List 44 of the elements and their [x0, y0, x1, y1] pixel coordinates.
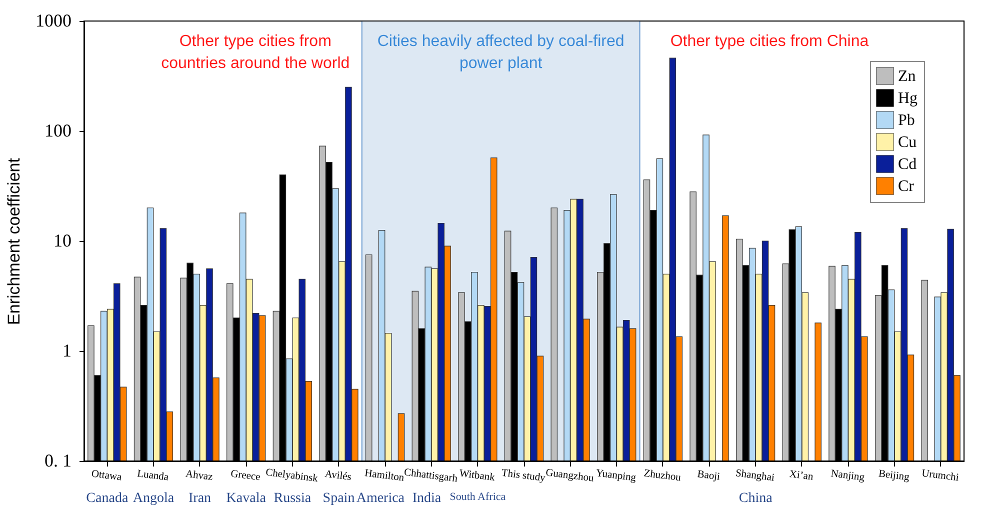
- text: Spain: [322, 491, 355, 506]
- legend-label: Cu: [898, 134, 917, 151]
- x-tick-label: Chhattisgarh: [403, 467, 459, 485]
- annotation: Other type cities from China: [670, 33, 869, 50]
- legend-label: Cr: [898, 178, 915, 195]
- y-tick-label: 10: [54, 230, 72, 250]
- legend-label: Pb: [898, 112, 915, 129]
- x-tick-label: Zhuzhou: [643, 468, 682, 484]
- x-tick-label: Luanda: [136, 468, 170, 484]
- text: Canada: [86, 491, 129, 506]
- x-tick-label: Shanghai: [734, 468, 776, 484]
- text: Iran: [188, 491, 212, 506]
- x-tick-label: Ottawa: [90, 468, 123, 484]
- annotation: Other type cities from countries around the world: [161, 33, 350, 72]
- x-tick-label: Chelyabinsk: [265, 467, 320, 485]
- text: South Africa: [450, 491, 506, 503]
- x-tick-label: Baoji: [696, 469, 721, 483]
- text: India: [412, 491, 442, 506]
- x-tick-label: Avilés: [324, 468, 352, 484]
- x-tick-label: Witbank: [458, 468, 496, 484]
- x-tick-label: Ahvaz: [184, 468, 214, 484]
- x-tick-label: Greece: [230, 468, 262, 484]
- legend-label: Zn: [898, 68, 916, 85]
- text: Angola: [132, 491, 175, 506]
- text: Russia: [274, 491, 312, 506]
- y-tick-label: 100: [44, 120, 72, 140]
- band-label: Cities heavily affected by coal-fired power plant: [377, 33, 624, 72]
- text: China: [738, 491, 774, 506]
- legend-label: Hg: [898, 90, 918, 107]
- x-tick-label: Beijing: [878, 468, 911, 484]
- x-tick-label: Yuanping: [595, 468, 638, 484]
- y-tick-label: 1000: [36, 10, 72, 30]
- x-tick-label: This study: [500, 468, 547, 484]
- x-tick-label: Xi’an: [788, 469, 814, 483]
- y-axis-title: Enrichment coefficient: [4, 158, 24, 325]
- legend-label: Cd: [898, 156, 917, 173]
- y-tick-label: 1: [62, 340, 72, 360]
- y-tick-label: 0. 1: [44, 450, 72, 470]
- x-tick-label: Nanjing: [830, 468, 866, 484]
- x-tick-label: Hamilton: [364, 468, 406, 484]
- x-tick-label: Guangzhou: [544, 468, 596, 484]
- text: Kavala: [226, 491, 267, 506]
- x-tick-label: Urumchi: [920, 468, 960, 484]
- text: America: [356, 491, 406, 506]
